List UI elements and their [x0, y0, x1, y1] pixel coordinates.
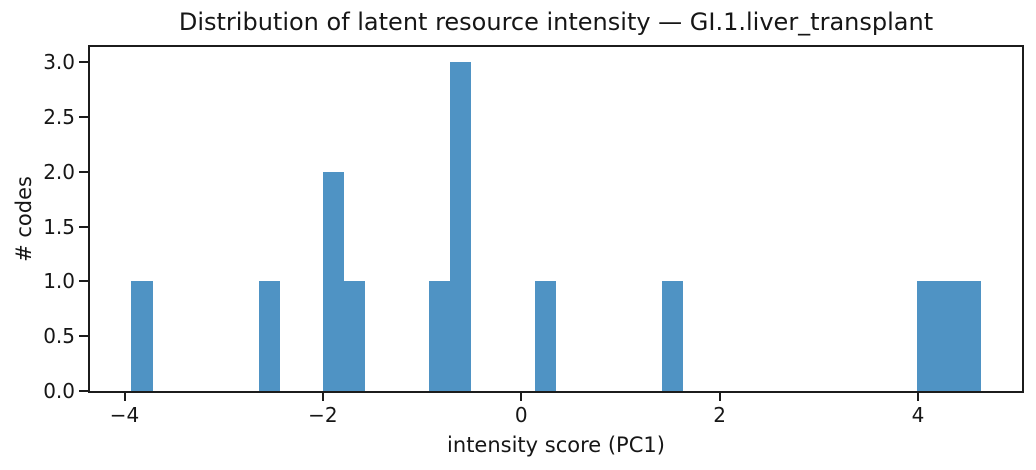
y-axis-label: # codes [12, 176, 36, 262]
histogram-bar [449, 62, 472, 391]
x-tick-mark [321, 392, 324, 401]
y-tick-label: 0.5 [43, 324, 75, 349]
y-tick-label: 2.0 [43, 159, 75, 184]
x-tick-label: −2 [308, 403, 338, 427]
x-tick-mark [520, 392, 523, 401]
y-tick-label: 3.0 [43, 50, 75, 75]
x-axis-label: intensity score (PC1) [447, 433, 665, 457]
y-axis-line [88, 45, 90, 393]
x-axis-line [88, 391, 1024, 393]
y-tick-mark [79, 390, 88, 392]
plot-area [89, 46, 1023, 391]
y-tick-label: 1.5 [43, 214, 75, 239]
x-tick-mark [718, 392, 721, 401]
x-tick-label: −4 [109, 403, 140, 427]
histogram-bar [938, 281, 960, 391]
chart-title: Distribution of latent resource intensit… [178, 8, 934, 36]
y-tick-mark [79, 61, 88, 64]
y-tick-label: 2.5 [43, 105, 75, 130]
histogram-bar [322, 171, 344, 391]
histogram-bar [343, 281, 365, 391]
y-tick-mark [79, 116, 88, 119]
histogram-bar [131, 281, 153, 391]
x-tick-mark [123, 392, 126, 401]
y-tick-mark [79, 170, 88, 173]
y-tick-mark [79, 280, 88, 283]
histogram-bar [428, 281, 450, 391]
y-tick-label: 0.0 [43, 379, 75, 403]
histogram-bar [258, 281, 281, 391]
x-tick-mark [917, 392, 920, 401]
plot-border-right [1022, 45, 1024, 393]
y-tick-mark [79, 225, 88, 228]
x-tick-label: 4 [911, 403, 925, 427]
x-tick-label: 0 [514, 403, 528, 427]
histogram-bar [959, 281, 981, 391]
histogram-bar [916, 281, 939, 391]
histogram-bar [662, 281, 684, 391]
histogram-bar [534, 281, 556, 391]
y-tick-label: 1.0 [43, 269, 75, 294]
plot-border-top [88, 45, 1024, 47]
x-tick-label: 2 [713, 403, 727, 427]
y-tick-mark [79, 335, 88, 338]
